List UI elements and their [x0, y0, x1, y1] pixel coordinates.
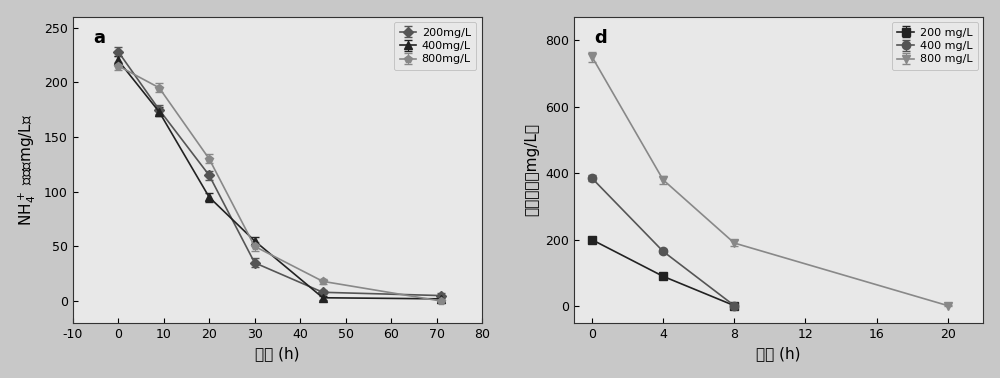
Legend: 200mg/L, 400mg/L, 800mg/L: 200mg/L, 400mg/L, 800mg/L [394, 22, 476, 70]
Y-axis label: 苯酚浓度（mg/L）: 苯酚浓度（mg/L） [525, 123, 540, 216]
Legend: 200 mg/L, 400 mg/L, 800 mg/L: 200 mg/L, 400 mg/L, 800 mg/L [892, 22, 978, 70]
Text: a: a [93, 29, 105, 47]
Text: d: d [595, 29, 607, 47]
Y-axis label: $\mathrm{NH_4^+}$ 浓度（mg/L）: $\mathrm{NH_4^+}$ 浓度（mg/L） [17, 114, 38, 226]
X-axis label: 时间 (h): 时间 (h) [756, 346, 801, 361]
X-axis label: 时间 (h): 时间 (h) [255, 346, 300, 361]
